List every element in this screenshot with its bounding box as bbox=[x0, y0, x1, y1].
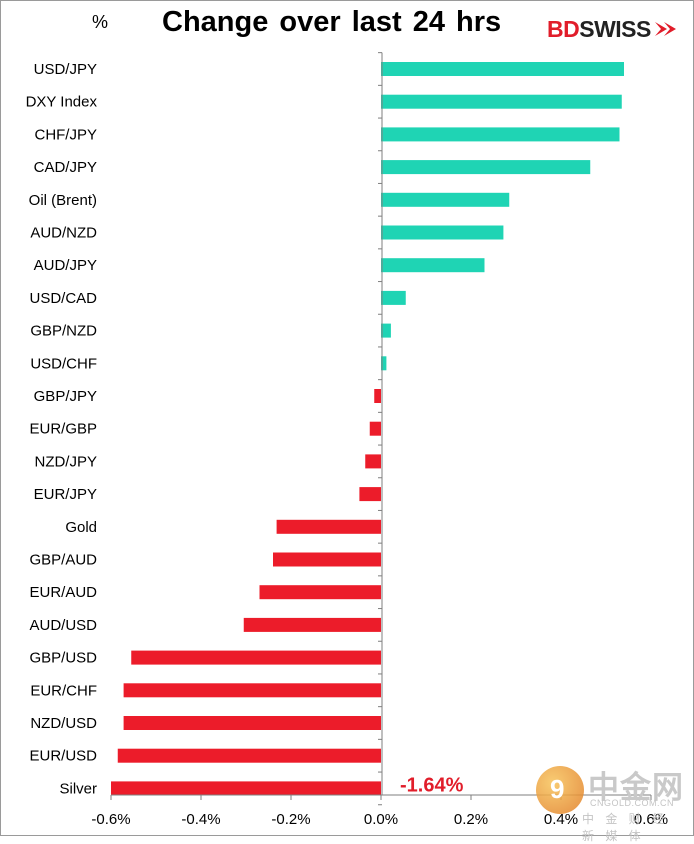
x-tick-label: 0.4% bbox=[544, 811, 578, 828]
category-label: EUR/CHF bbox=[30, 682, 97, 699]
category-label: USD/JPY bbox=[34, 61, 97, 78]
axes-group: -0.6% -0.4% -0.2% 0.0% 0.2% 0.4% 0.6% bbox=[91, 52, 668, 828]
category-label: EUR/GBP bbox=[29, 421, 97, 438]
category-label: AUD/JPY bbox=[34, 257, 97, 274]
bar-oil-brent- bbox=[381, 192, 510, 207]
x-tick-label: 0.2% bbox=[454, 811, 488, 828]
bar-gbp-usd bbox=[131, 650, 381, 665]
bar-eur-chf bbox=[123, 683, 381, 698]
y-unit-label: % bbox=[92, 12, 109, 32]
bar-nzd-jpy bbox=[365, 454, 381, 469]
watermark-domain: CNGOLD.COM.CN bbox=[590, 798, 675, 808]
category-label: Gold bbox=[65, 519, 97, 536]
bars-group bbox=[111, 62, 624, 796]
silver-value-annotation: -1.64% bbox=[400, 774, 464, 796]
cngold-coin-icon bbox=[536, 766, 584, 814]
watermark-subtitle: 中 金 财 经 新 媒 体 bbox=[582, 812, 669, 843]
bdswiss-logo: BD SWISS bbox=[547, 16, 679, 42]
category-label: GBP/JPY bbox=[34, 388, 97, 405]
category-label: EUR/AUD bbox=[29, 584, 97, 601]
logo-swiss-text: SWISS bbox=[579, 15, 651, 42]
bar-aud-jpy bbox=[381, 258, 485, 273]
x-tick-label: -0.4% bbox=[181, 811, 220, 828]
logo-bd-text: BD bbox=[547, 15, 580, 42]
category-label: EUR/USD bbox=[29, 748, 97, 765]
logo-chevron-icon bbox=[654, 22, 676, 36]
x-tick-label: -0.6% bbox=[91, 811, 130, 828]
category-label: EUR/JPY bbox=[34, 486, 97, 503]
bar-aud-nzd bbox=[381, 225, 504, 240]
bar-aud-usd bbox=[243, 617, 381, 632]
bar-usd-chf bbox=[381, 356, 387, 371]
category-label: USD/CAD bbox=[29, 290, 97, 307]
category-label: GBP/USD bbox=[29, 650, 97, 667]
category-label: NZD/USD bbox=[30, 715, 97, 732]
category-label: GBP/NZD bbox=[30, 323, 97, 340]
category-label: AUD/USD bbox=[29, 617, 97, 634]
category-label: AUD/NZD bbox=[30, 225, 97, 242]
x-tick-label: 0.6% bbox=[634, 811, 668, 828]
bar-eur-usd bbox=[117, 748, 381, 763]
bar-gbp-nzd bbox=[381, 323, 391, 338]
category-label: Silver bbox=[59, 780, 97, 797]
x-tick-label: -0.2% bbox=[271, 811, 310, 828]
annotations-group: -1.64% bbox=[400, 774, 464, 796]
x-tick-label: 0.0% bbox=[364, 811, 398, 828]
bar-usd-jpy bbox=[381, 62, 624, 76]
bar-chf-jpy bbox=[381, 127, 620, 142]
category-label: CHF/JPY bbox=[34, 126, 97, 143]
watermark-brand: 中金网 bbox=[588, 770, 684, 805]
category-label: DXY Index bbox=[26, 94, 98, 111]
bar-usd-cad bbox=[381, 290, 406, 305]
cngold-coin-glyph: 9 bbox=[550, 774, 565, 804]
bar-eur-aud bbox=[259, 585, 381, 600]
category-label: NZD/JPY bbox=[34, 453, 97, 470]
chart-title: Change over last 24 hrs bbox=[162, 6, 502, 38]
bar-dxy-index bbox=[381, 94, 622, 109]
category-label: CAD/JPY bbox=[34, 159, 97, 176]
bar-gbp-jpy bbox=[374, 389, 381, 403]
bar-eur-gbp bbox=[369, 421, 381, 436]
bar-silver bbox=[111, 781, 381, 796]
category-labels-group: USD/JPY DXY Index CHF/JPY CAD/JPY Oil (Brent… bbox=[26, 61, 98, 797]
category-label: GBP/AUD bbox=[29, 552, 97, 569]
bar-eur-jpy bbox=[359, 487, 381, 502]
category-label: USD/CHF bbox=[30, 355, 97, 372]
bar-nzd-usd bbox=[123, 716, 381, 730]
category-label: Oil (Brent) bbox=[29, 192, 97, 209]
bar-gbp-aud bbox=[273, 552, 381, 567]
bar-cad-jpy bbox=[381, 160, 591, 175]
cngold-watermark: 9 中金网 CNGOLD.COM.CN 中 金 财 经 新 媒 体 bbox=[536, 762, 686, 843]
bar-gold bbox=[276, 519, 381, 534]
